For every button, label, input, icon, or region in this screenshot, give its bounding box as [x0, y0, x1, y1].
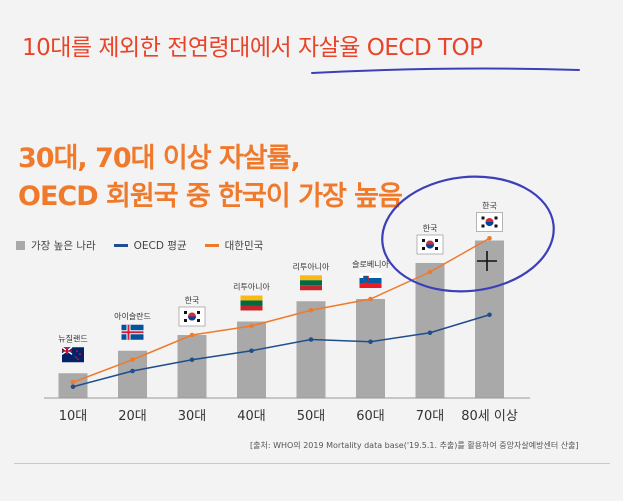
highlight-ellipse-annotation	[381, 175, 555, 293]
lithuania-flag-icon	[240, 295, 263, 311]
korea-point-2	[130, 357, 135, 363]
korea-point-4	[249, 323, 254, 329]
chart-legend: 가장 높은 나라 OECD 평균 대한민국	[16, 238, 263, 253]
korea-point-3	[189, 332, 195, 338]
lithuania-flag-icon	[300, 275, 322, 291]
bar-country-label-8: 한국	[482, 202, 497, 211]
iceland-flag-icon	[121, 324, 144, 340]
new-zealand-flag-icon	[61, 346, 84, 363]
bar-country-label-2: 아이슬란드	[114, 311, 151, 321]
bar-country-label-4: 리투아니아	[233, 282, 270, 292]
oecd-avg-point-5	[308, 337, 314, 342]
title-underline-annotation	[311, 67, 580, 74]
south-korea-flag-icon	[178, 306, 206, 327]
bar-5	[296, 301, 326, 398]
slovenia-flag-icon	[359, 273, 382, 288]
korea-point-8	[487, 235, 492, 241]
x-tick-label-2: 20대	[118, 409, 147, 424]
oecd-avg-point-2	[130, 368, 135, 374]
south-korea-flag-icon	[416, 234, 444, 255]
legend-item-highest: 가장 높은 나라	[16, 238, 96, 253]
bar-4	[237, 321, 266, 398]
legend-label-korea: 대한민국	[224, 240, 264, 252]
source-note: [출처: WHO의 2019 Mortality data base('19.5…	[250, 441, 579, 450]
korea-point-6	[368, 296, 373, 302]
x-tick-label-4: 40대	[237, 409, 266, 424]
korea-point-5	[308, 307, 314, 313]
x-tick-label-8: 80세 이상	[461, 409, 518, 424]
headline: 30대, 70대 이상 자살률, OECD 회원국 중 한국이 가장 높음	[18, 140, 403, 216]
bar-country-label-1: 뉴질랜드	[58, 333, 87, 343]
x-tick-label-5: 50대	[297, 409, 326, 424]
legend-swatch-bar	[16, 241, 25, 250]
oecd-avg-point-8	[487, 312, 492, 318]
legend-label-oecd: OECD 평균	[133, 240, 187, 252]
oecd-avg-point-3	[189, 357, 195, 363]
headline-line-2: OECD 회원국 중 한국이 가장 높음	[18, 181, 403, 212]
bottom-divider	[14, 463, 610, 464]
oecd-avg-point-7	[427, 330, 433, 336]
bar-country-label-7: 한국	[423, 224, 438, 233]
legend-item-oecd: OECD 평균	[113, 238, 187, 253]
oecd-avg-point-4	[249, 348, 254, 354]
bar-8	[475, 240, 504, 398]
bar-6	[356, 299, 385, 398]
bar-country-label-5: 리투아니아	[293, 261, 330, 271]
oecd-avg-point-1	[70, 384, 76, 390]
korea-line	[72, 237, 490, 383]
x-tick-label-3: 30대	[178, 409, 207, 424]
x-tick-label-6: 60대	[356, 409, 385, 424]
oecd-avg-point-6	[368, 339, 373, 345]
legend-swatch-korea	[204, 244, 219, 247]
headline-line-1: 30대, 70대 이상 자살률,	[18, 143, 301, 174]
korea-point-1	[70, 379, 76, 385]
oecd-avg-line	[72, 314, 490, 388]
legend-label-highest: 가장 높은 나라	[31, 240, 96, 252]
korea-point-7	[427, 269, 433, 275]
bar-3	[177, 335, 207, 398]
x-tick-label-1: 10대	[59, 409, 88, 424]
south-korea-flag-icon	[476, 212, 503, 232]
bar-country-label-3: 한국	[185, 296, 200, 305]
legend-item-korea: 대한민국	[204, 238, 264, 253]
legend-swatch-oecd	[113, 244, 128, 247]
page-title: 10대를 제외한 전연령대에서 자살율 OECD TOP	[22, 35, 483, 61]
x-tick-label-7: 70대	[416, 409, 445, 424]
bar-country-label-6: 슬로베니아	[352, 259, 389, 269]
